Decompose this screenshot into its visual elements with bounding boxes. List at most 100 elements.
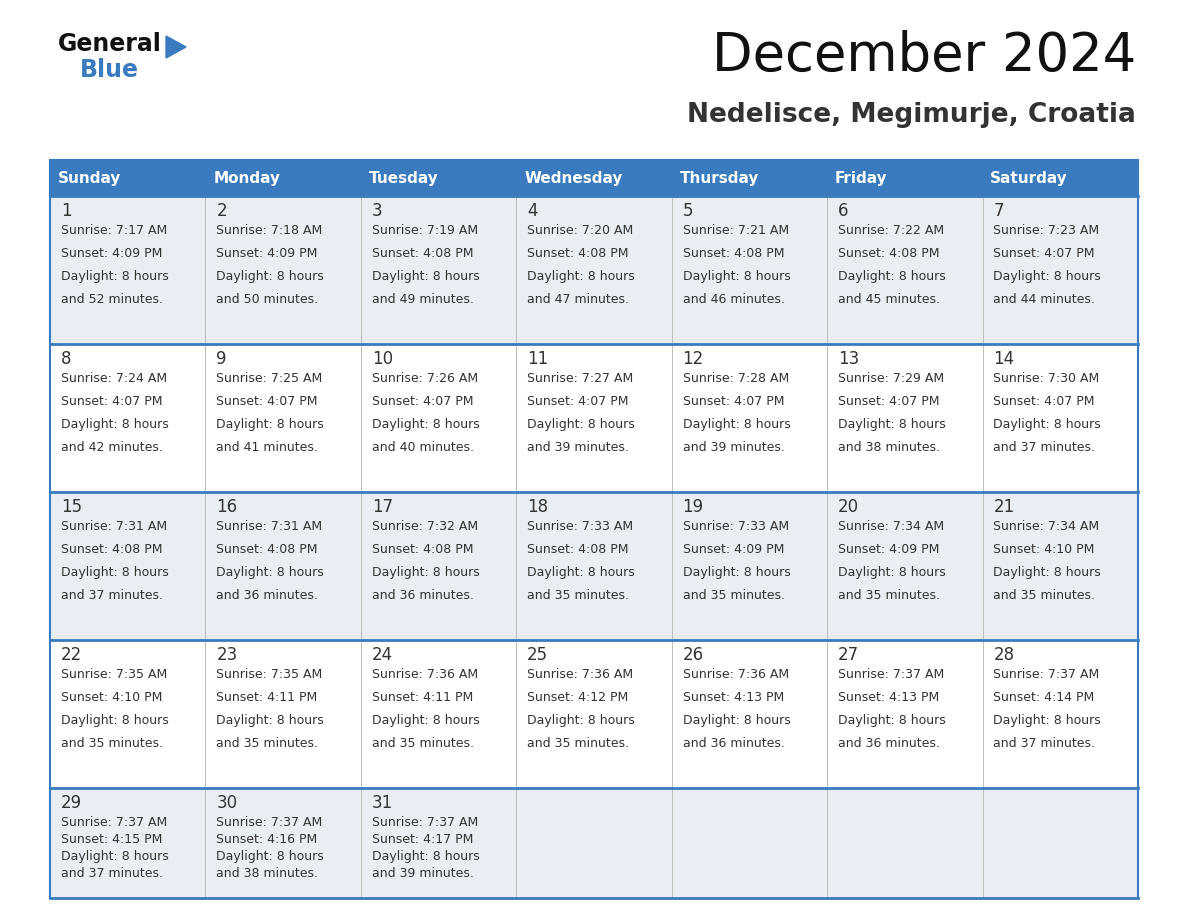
Text: Sunset: 4:09 PM: Sunset: 4:09 PM: [216, 247, 317, 260]
Text: Sunrise: 7:25 AM: Sunrise: 7:25 AM: [216, 372, 323, 385]
Text: Sunset: 4:07 PM: Sunset: 4:07 PM: [527, 395, 628, 408]
Text: and 42 minutes.: and 42 minutes.: [61, 441, 163, 453]
Text: and 47 minutes.: and 47 minutes.: [527, 293, 630, 306]
Text: Sunrise: 7:19 AM: Sunrise: 7:19 AM: [372, 224, 478, 237]
Text: 31: 31: [372, 794, 393, 812]
Text: and 50 minutes.: and 50 minutes.: [216, 293, 318, 306]
Text: Daylight: 8 hours: Daylight: 8 hours: [993, 270, 1101, 283]
Text: and 40 minutes.: and 40 minutes.: [372, 441, 474, 453]
Text: and 49 minutes.: and 49 minutes.: [372, 293, 474, 306]
Text: 9: 9: [216, 350, 227, 368]
Text: and 39 minutes.: and 39 minutes.: [527, 441, 628, 453]
Text: Sunrise: 7:37 AM: Sunrise: 7:37 AM: [61, 816, 168, 829]
Text: 21: 21: [993, 498, 1015, 516]
Text: and 35 minutes.: and 35 minutes.: [993, 588, 1095, 602]
Text: Blue: Blue: [80, 58, 139, 82]
Text: Sunset: 4:09 PM: Sunset: 4:09 PM: [683, 543, 784, 556]
Text: Sunset: 4:08 PM: Sunset: 4:08 PM: [216, 543, 318, 556]
Text: and 39 minutes.: and 39 minutes.: [683, 441, 784, 453]
Text: 19: 19: [683, 498, 703, 516]
Text: Sunset: 4:16 PM: Sunset: 4:16 PM: [216, 833, 317, 846]
Text: Sunrise: 7:32 AM: Sunrise: 7:32 AM: [372, 520, 478, 533]
Text: and 35 minutes.: and 35 minutes.: [527, 737, 630, 750]
Text: and 45 minutes.: and 45 minutes.: [838, 293, 940, 306]
Text: 3: 3: [372, 202, 383, 220]
Text: 8: 8: [61, 350, 71, 368]
Polygon shape: [166, 36, 187, 58]
Text: Sunrise: 7:24 AM: Sunrise: 7:24 AM: [61, 372, 168, 385]
Text: 24: 24: [372, 646, 393, 664]
Text: and 52 minutes.: and 52 minutes.: [61, 293, 163, 306]
Text: Daylight: 8 hours: Daylight: 8 hours: [61, 418, 169, 431]
Text: Sunrise: 7:21 AM: Sunrise: 7:21 AM: [683, 224, 789, 237]
Text: Thursday: Thursday: [680, 171, 759, 185]
Text: Daylight: 8 hours: Daylight: 8 hours: [61, 565, 169, 579]
Text: and 35 minutes.: and 35 minutes.: [61, 737, 163, 750]
Text: Sunrise: 7:18 AM: Sunrise: 7:18 AM: [216, 224, 323, 237]
Text: Daylight: 8 hours: Daylight: 8 hours: [216, 850, 324, 863]
Text: Nedelisce, Megimurje, Croatia: Nedelisce, Megimurje, Croatia: [687, 102, 1136, 128]
Text: Sunrise: 7:36 AM: Sunrise: 7:36 AM: [683, 668, 789, 681]
Text: Sunrise: 7:26 AM: Sunrise: 7:26 AM: [372, 372, 478, 385]
Text: Sunrise: 7:36 AM: Sunrise: 7:36 AM: [527, 668, 633, 681]
Text: Sunset: 4:10 PM: Sunset: 4:10 PM: [61, 691, 163, 704]
Text: Tuesday: Tuesday: [368, 171, 438, 185]
Text: Sunset: 4:08 PM: Sunset: 4:08 PM: [372, 247, 473, 260]
Bar: [50, 640, 1138, 788]
Text: and 37 minutes.: and 37 minutes.: [61, 868, 163, 880]
Text: Sunset: 4:08 PM: Sunset: 4:08 PM: [61, 543, 163, 556]
Text: and 36 minutes.: and 36 minutes.: [838, 737, 940, 750]
Text: Daylight: 8 hours: Daylight: 8 hours: [683, 565, 790, 579]
Text: Sunrise: 7:28 AM: Sunrise: 7:28 AM: [683, 372, 789, 385]
Text: Sunset: 4:07 PM: Sunset: 4:07 PM: [993, 395, 1095, 408]
Text: and 37 minutes.: and 37 minutes.: [61, 588, 163, 602]
Text: 7: 7: [993, 202, 1004, 220]
Text: Sunset: 4:15 PM: Sunset: 4:15 PM: [61, 833, 163, 846]
Text: Sunrise: 7:27 AM: Sunrise: 7:27 AM: [527, 372, 633, 385]
Text: Sunrise: 7:33 AM: Sunrise: 7:33 AM: [683, 520, 789, 533]
Text: 25: 25: [527, 646, 549, 664]
Text: Sunday: Sunday: [58, 171, 121, 185]
Text: Wednesday: Wednesday: [524, 171, 623, 185]
Bar: [50, 492, 1138, 640]
Text: Sunrise: 7:30 AM: Sunrise: 7:30 AM: [993, 372, 1100, 385]
Text: Sunset: 4:11 PM: Sunset: 4:11 PM: [372, 691, 473, 704]
Text: and 46 minutes.: and 46 minutes.: [683, 293, 784, 306]
Text: and 35 minutes.: and 35 minutes.: [216, 737, 318, 750]
Text: Sunrise: 7:17 AM: Sunrise: 7:17 AM: [61, 224, 168, 237]
Text: Sunset: 4:13 PM: Sunset: 4:13 PM: [683, 691, 784, 704]
Text: Daylight: 8 hours: Daylight: 8 hours: [61, 714, 169, 727]
Text: Daylight: 8 hours: Daylight: 8 hours: [216, 270, 324, 283]
Text: 23: 23: [216, 646, 238, 664]
Text: and 36 minutes.: and 36 minutes.: [683, 737, 784, 750]
Text: Sunset: 4:10 PM: Sunset: 4:10 PM: [993, 543, 1095, 556]
Text: 1: 1: [61, 202, 71, 220]
Text: Sunrise: 7:35 AM: Sunrise: 7:35 AM: [216, 668, 323, 681]
Text: 6: 6: [838, 202, 848, 220]
Text: Sunset: 4:13 PM: Sunset: 4:13 PM: [838, 691, 940, 704]
Text: and 36 minutes.: and 36 minutes.: [216, 588, 318, 602]
Text: Sunset: 4:09 PM: Sunset: 4:09 PM: [61, 247, 163, 260]
Text: 11: 11: [527, 350, 549, 368]
Text: Daylight: 8 hours: Daylight: 8 hours: [527, 565, 634, 579]
Text: Daylight: 8 hours: Daylight: 8 hours: [838, 270, 946, 283]
Text: 12: 12: [683, 350, 703, 368]
Text: Sunrise: 7:20 AM: Sunrise: 7:20 AM: [527, 224, 633, 237]
Text: and 39 minutes.: and 39 minutes.: [372, 868, 474, 880]
Text: 2: 2: [216, 202, 227, 220]
Text: Sunset: 4:07 PM: Sunset: 4:07 PM: [993, 247, 1095, 260]
Text: 22: 22: [61, 646, 82, 664]
Text: Sunrise: 7:35 AM: Sunrise: 7:35 AM: [61, 668, 168, 681]
Text: Daylight: 8 hours: Daylight: 8 hours: [216, 714, 324, 727]
Text: Daylight: 8 hours: Daylight: 8 hours: [61, 270, 169, 283]
Text: Sunrise: 7:37 AM: Sunrise: 7:37 AM: [216, 816, 323, 829]
Bar: [50, 160, 1138, 196]
Text: Sunrise: 7:31 AM: Sunrise: 7:31 AM: [216, 520, 322, 533]
Text: Sunrise: 7:37 AM: Sunrise: 7:37 AM: [372, 816, 478, 829]
Text: Daylight: 8 hours: Daylight: 8 hours: [61, 850, 169, 863]
Text: Sunset: 4:17 PM: Sunset: 4:17 PM: [372, 833, 473, 846]
Text: 27: 27: [838, 646, 859, 664]
Text: and 44 minutes.: and 44 minutes.: [993, 293, 1095, 306]
Text: Daylight: 8 hours: Daylight: 8 hours: [838, 565, 946, 579]
Text: Sunset: 4:14 PM: Sunset: 4:14 PM: [993, 691, 1094, 704]
